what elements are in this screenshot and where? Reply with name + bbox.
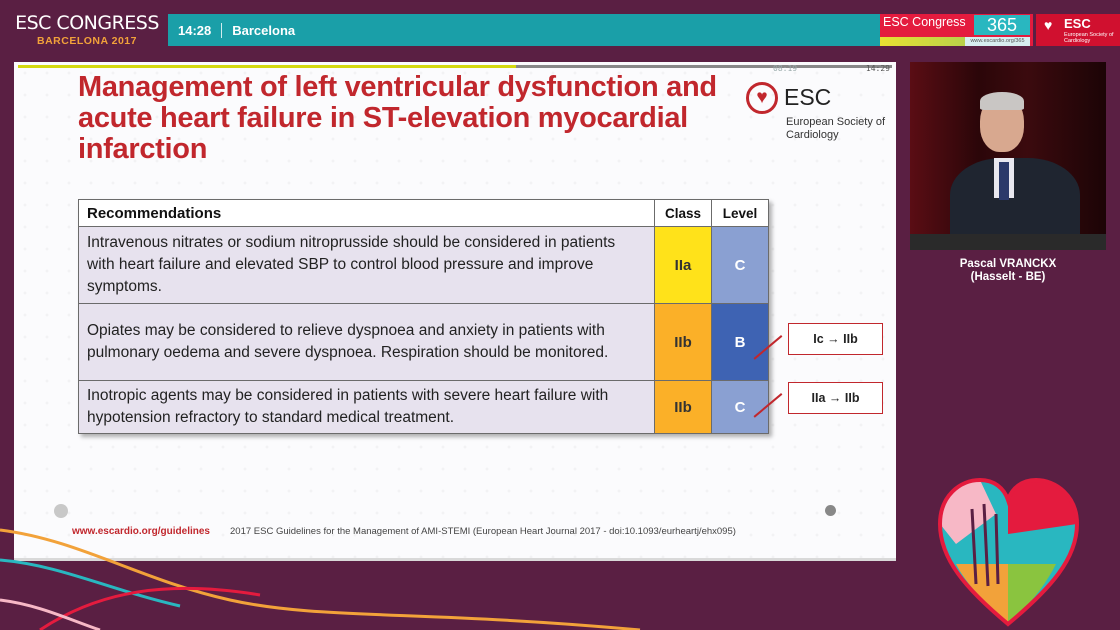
speaker-video[interactable]	[910, 62, 1106, 250]
playback-total-time: 14:29	[865, 64, 890, 73]
footer-guidelines-link[interactable]: www.escardio.org/guidelines	[72, 526, 210, 537]
esc-header-logo: ♥ ESC European Society of Cardiology	[1036, 14, 1120, 46]
esc-congress-365-logo: ESC Congress 365 www.escardio.org/365	[880, 14, 1033, 46]
level-cell: B	[711, 303, 769, 381]
heart-icon: ♥	[1044, 17, 1053, 33]
recommendation-text: Opiates may be considered to relieve dys…	[78, 303, 655, 381]
level-cell: C	[711, 226, 769, 304]
session-info-bar: 14:28 Barcelona	[168, 14, 880, 46]
speaker-hair	[980, 92, 1024, 110]
class-change-box: Ic → IIb	[788, 323, 883, 355]
esc-logo-sub: European Society of Cardiology	[1064, 32, 1114, 44]
header-recommendations: Recommendations	[78, 199, 655, 227]
recommendations-table: Recommendations Class Level Intravenous …	[78, 199, 769, 434]
slide-title: Management of left ventricular dysfuncti…	[78, 71, 717, 165]
esc-slide-logo-name: ESC	[784, 84, 832, 110]
heart-icon: ♥	[746, 82, 778, 114]
playback-elapsed-time: 08:19	[773, 64, 798, 73]
brand-subtitle: BARCELONA 2017	[37, 35, 137, 47]
class-cell: IIb	[654, 380, 712, 434]
playback-progress-bar[interactable]: 08:19 14:29	[18, 64, 892, 73]
table-header-row: Recommendations Class Level	[78, 199, 769, 227]
level-cell: C	[711, 380, 769, 434]
podium	[910, 234, 1106, 250]
slide-nav-next[interactable]	[825, 505, 836, 516]
brand-title: ESC CONGRESS	[15, 12, 159, 34]
table-row: Intravenous nitrates or sodium nitroprus…	[78, 226, 769, 304]
congress365-url: www.escardio.org/365	[965, 37, 1030, 46]
header-level: Level	[711, 199, 769, 227]
table-row: Opiates may be considered to relieve dys…	[78, 303, 769, 381]
esc-slide-logo-society: European Society of Cardiology	[786, 116, 886, 141]
class-change-box: IIa → IIb	[788, 382, 883, 414]
presentation-slide: 08:19 14:29 Management of left ventricul…	[14, 62, 896, 561]
congress365-number: 365	[974, 15, 1030, 35]
recommendation-text: Intravenous nitrates or sodium nitroprus…	[78, 226, 655, 304]
congress365-stripe	[880, 37, 965, 46]
footer-reference: 2017 ESC Guidelines for the Management o…	[230, 526, 736, 537]
recommendation-text: Inotropic agents may be considered in pa…	[78, 380, 655, 434]
speaker-affiliation: (Hasselt - BE)	[970, 271, 1046, 283]
speaker-name: Pascal VRANCKX	[959, 258, 1057, 270]
table-row: Inotropic agents may be considered in pa…	[78, 380, 769, 434]
barcelona-heart-art	[937, 477, 1080, 627]
decorative-swoosh	[0, 528, 641, 630]
session-city: Barcelona	[232, 22, 296, 38]
congress-brand: ESC CONGRESS BARCELONA 2017	[12, 12, 162, 47]
speaker-tie	[999, 162, 1009, 200]
slide-nav-prev[interactable]	[54, 504, 68, 518]
class-cell: IIa	[654, 226, 712, 304]
esc-logo-name: ESC	[1064, 16, 1091, 31]
playback-progress-fill	[18, 65, 517, 68]
speaker-caption: Pascal VRANCKX (Hasselt - BE)	[910, 258, 1106, 284]
esc-slide-logo: ♥ ESC European Society of Cardiology	[746, 82, 886, 152]
congress365-label: ESC Congress	[883, 15, 966, 29]
session-time: 14:28	[168, 22, 223, 38]
class-cell: IIb	[654, 303, 712, 381]
header-class: Class	[654, 199, 712, 227]
